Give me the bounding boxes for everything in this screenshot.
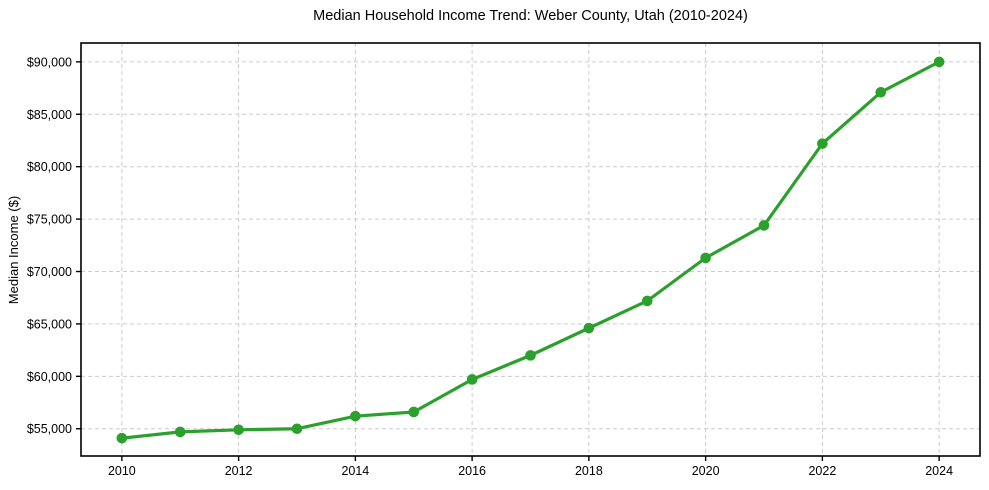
x-tick-label: 2020 bbox=[692, 464, 720, 478]
data-point bbox=[933, 56, 945, 68]
data-point bbox=[291, 423, 303, 435]
x-tick-label: 2024 bbox=[925, 464, 953, 478]
data-point bbox=[408, 406, 420, 418]
data-point bbox=[583, 322, 595, 334]
data-point bbox=[641, 295, 653, 307]
data-point bbox=[700, 252, 711, 264]
data-point bbox=[817, 138, 828, 149]
data-point bbox=[466, 374, 478, 385]
y-tick-label: $70,000 bbox=[27, 265, 72, 279]
y-tick-label: $55,000 bbox=[27, 422, 72, 436]
x-tick-label: 2022 bbox=[808, 464, 836, 478]
x-tick-label: 2014 bbox=[341, 464, 369, 478]
trend-line bbox=[120, 60, 941, 440]
data-point bbox=[875, 86, 887, 98]
data-point bbox=[233, 424, 244, 436]
y-tick-label: $65,000 bbox=[27, 317, 72, 331]
data-point bbox=[174, 426, 186, 438]
y-tick-label: $80,000 bbox=[27, 160, 72, 174]
x-tick-label: 2012 bbox=[225, 464, 253, 478]
axis-frame bbox=[80, 42, 981, 457]
x-tick-label: 2018 bbox=[575, 464, 603, 478]
y-tick-label: $90,000 bbox=[27, 55, 72, 69]
y-tick-label: $75,000 bbox=[27, 213, 72, 227]
chart-title: Median Household Income Trend: Weber Cou… bbox=[313, 8, 748, 24]
y-tick-label: $60,000 bbox=[27, 370, 72, 384]
data-point bbox=[525, 350, 536, 361]
y-tick-label: $85,000 bbox=[27, 108, 72, 122]
data-point bbox=[116, 432, 128, 444]
x-tick-label: 2016 bbox=[458, 464, 486, 478]
data-point bbox=[350, 410, 361, 422]
data-point bbox=[758, 220, 770, 231]
x-tick-label: 2010 bbox=[108, 464, 136, 478]
